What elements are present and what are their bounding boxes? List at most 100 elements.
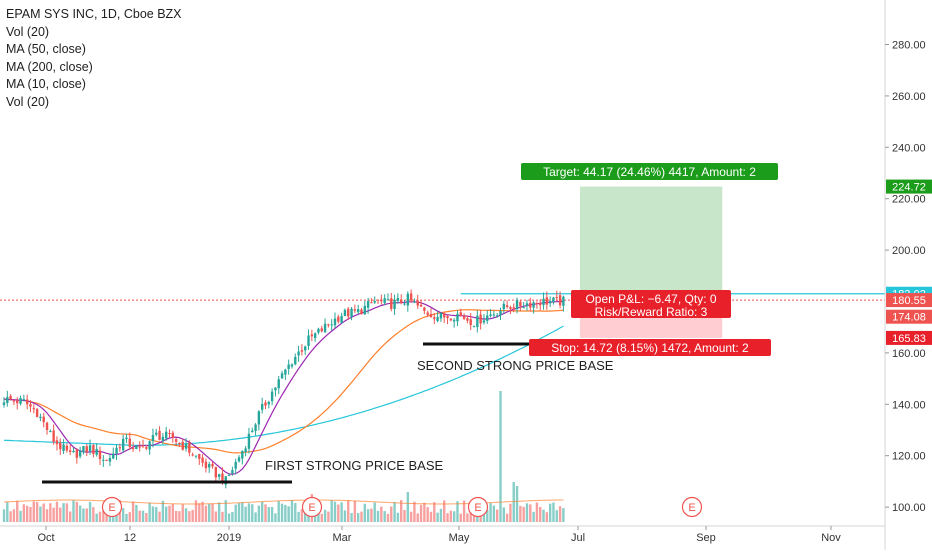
indicator-volume[interactable]: Vol (20) bbox=[6, 24, 50, 39]
earnings-marker[interactable]: E bbox=[467, 496, 489, 518]
candle-body bbox=[95, 448, 98, 455]
candle-body bbox=[267, 401, 270, 405]
candle-body bbox=[241, 450, 244, 459]
candle-body bbox=[247, 433, 251, 449]
earnings-marker-circle bbox=[467, 496, 489, 518]
volume-bar bbox=[466, 513, 469, 522]
volume-bar bbox=[426, 507, 429, 522]
candle-body bbox=[6, 397, 9, 404]
volume-bar bbox=[19, 510, 22, 522]
candle-body bbox=[49, 431, 52, 433]
volume-bar bbox=[383, 511, 386, 522]
candle-body bbox=[419, 304, 423, 307]
candle-body bbox=[45, 422, 49, 430]
candle-body bbox=[347, 308, 350, 317]
candle-body bbox=[148, 441, 151, 450]
candle-body bbox=[515, 300, 519, 310]
volume-bar bbox=[413, 501, 416, 522]
candle-body bbox=[383, 298, 386, 304]
candle-body bbox=[323, 323, 327, 333]
price-tag-bg bbox=[886, 179, 932, 194]
candle-body bbox=[32, 408, 35, 410]
volume-bar bbox=[535, 502, 539, 522]
stop-label[interactable]: Stop: 14.72 (8.15%) 1472, Amount: 2 bbox=[529, 339, 771, 356]
volume-bar bbox=[95, 513, 98, 522]
volume-bar bbox=[264, 504, 267, 522]
indicator-ma50[interactable]: MA (50, close) bbox=[6, 42, 86, 57]
candle-body bbox=[356, 309, 360, 313]
volume-bar bbox=[191, 509, 194, 522]
stop-label-text: Stop: 14.72 (8.15%) 1472, Amount: 2 bbox=[551, 341, 749, 355]
volume-bar bbox=[330, 500, 333, 522]
symbol-title[interactable]: EPAM SYS INC, 1D, Cboe BZX bbox=[6, 7, 182, 21]
volume-bar bbox=[284, 504, 287, 522]
volume-bar bbox=[502, 507, 506, 522]
earnings-marker[interactable]: E bbox=[301, 496, 323, 518]
volume-bar bbox=[396, 512, 400, 522]
candle-body bbox=[141, 445, 145, 447]
candle-body bbox=[52, 430, 55, 442]
volume-bar bbox=[452, 511, 456, 522]
volume-bar bbox=[171, 503, 175, 522]
target-label[interactable]: Target: 44.17 (24.46%) 4417, Amount: 2 bbox=[521, 163, 778, 180]
candle-body bbox=[69, 450, 72, 452]
candle-body bbox=[376, 299, 380, 301]
open-pnl-text: Open P&L: −6.47, Qty: 0 bbox=[585, 292, 716, 306]
volume-bar bbox=[221, 511, 224, 522]
volume-bar bbox=[333, 501, 337, 522]
indicator-ma200[interactable]: MA (200, close) bbox=[6, 59, 93, 74]
earnings-marker[interactable]: E bbox=[681, 496, 703, 518]
candle-body bbox=[217, 474, 221, 477]
volume-bar bbox=[211, 503, 214, 522]
volume-bar bbox=[168, 505, 171, 522]
earnings-marker[interactable]: E bbox=[101, 496, 123, 518]
candle-body bbox=[558, 295, 562, 306]
candle-body bbox=[181, 441, 184, 450]
candle-body bbox=[370, 302, 373, 304]
candle-body bbox=[274, 387, 277, 391]
volume-bar bbox=[85, 508, 88, 522]
candle-body bbox=[519, 301, 522, 307]
candle-body bbox=[25, 399, 29, 405]
volume-bar bbox=[128, 512, 131, 522]
volume-bar bbox=[92, 507, 95, 522]
indicator-volume-2[interactable]: Vol (20) bbox=[6, 94, 50, 109]
volume-bar bbox=[65, 503, 69, 522]
price-tag-bg bbox=[886, 330, 932, 345]
pnl-label[interactable] bbox=[571, 290, 731, 318]
volume-bar bbox=[227, 513, 231, 522]
volume-bar bbox=[108, 512, 112, 522]
volume-bar bbox=[178, 511, 181, 522]
volume-bar bbox=[188, 511, 191, 522]
volume-bar bbox=[373, 502, 376, 522]
volume-bar bbox=[337, 504, 340, 522]
candle-body bbox=[294, 356, 297, 365]
volume-bar bbox=[257, 505, 261, 522]
candle-body bbox=[406, 293, 410, 306]
volume-bar bbox=[201, 501, 204, 522]
y-tick-label: 220.00 bbox=[892, 194, 926, 206]
candle-body bbox=[198, 453, 201, 459]
price-tag-bg bbox=[886, 293, 932, 308]
volume-bar bbox=[495, 509, 499, 522]
candle-body bbox=[512, 307, 515, 309]
volume-bar bbox=[532, 511, 535, 522]
volume-bar bbox=[32, 501, 35, 522]
candle-body bbox=[479, 314, 482, 324]
candle-body bbox=[118, 447, 122, 449]
volume-bar bbox=[350, 513, 353, 522]
volume-bar bbox=[98, 511, 102, 522]
candle-body bbox=[204, 461, 208, 469]
candle-body bbox=[535, 303, 539, 305]
volume-bar bbox=[138, 510, 141, 522]
volume-bar bbox=[141, 510, 145, 522]
candle-body bbox=[145, 447, 148, 449]
volume-bar bbox=[406, 492, 410, 522]
candle-body bbox=[135, 445, 138, 450]
annotation-second-base: SECOND STRONG PRICE BASE bbox=[417, 358, 614, 373]
candle-body bbox=[469, 319, 472, 325]
indicator-ma10[interactable]: MA (10, close) bbox=[6, 77, 86, 92]
candle-body bbox=[403, 303, 406, 305]
